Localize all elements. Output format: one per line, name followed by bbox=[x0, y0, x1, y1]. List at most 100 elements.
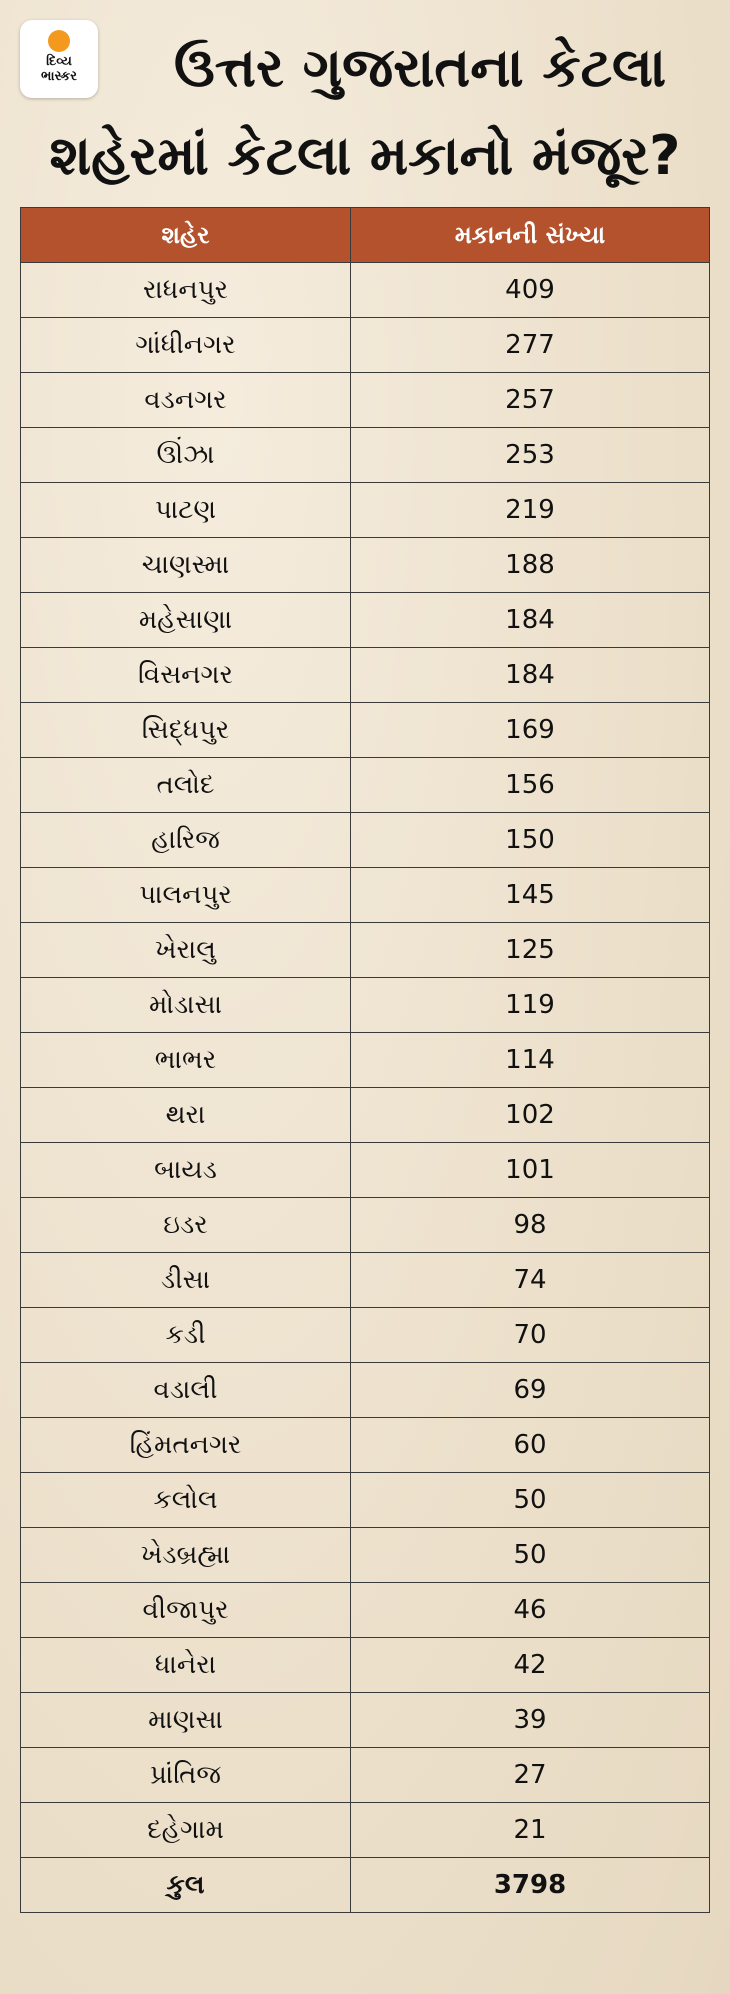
table-row: હિંમતનગર 60 bbox=[20, 1417, 710, 1473]
count-cell: 125 bbox=[350, 922, 710, 978]
table-row: મહેસાણા 184 bbox=[20, 592, 710, 648]
count-cell: 69 bbox=[350, 1362, 710, 1418]
count-cell: 114 bbox=[350, 1032, 710, 1088]
city-cell: કલોલ bbox=[20, 1472, 351, 1528]
city-cell: પ્રાંતિજ bbox=[20, 1747, 351, 1803]
count-cell: 50 bbox=[350, 1472, 710, 1528]
table-row: વડાલી 69 bbox=[20, 1362, 710, 1418]
table-row: વિસનગર 184 bbox=[20, 647, 710, 703]
city-cell: સિદ્ધપુર bbox=[20, 702, 351, 758]
count-cell: 169 bbox=[350, 702, 710, 758]
count-cell: 46 bbox=[350, 1582, 710, 1638]
city-cell: પાલનપુર bbox=[20, 867, 351, 923]
table-row: વડનગર 257 bbox=[20, 372, 710, 428]
table-row: પાટણ 219 bbox=[20, 482, 710, 538]
city-cell: માણસા bbox=[20, 1692, 351, 1748]
table-row: કલોલ 50 bbox=[20, 1472, 710, 1528]
count-cell: 21 bbox=[350, 1802, 710, 1858]
count-cell: 257 bbox=[350, 372, 710, 428]
table-row: મોડાસા 119 bbox=[20, 977, 710, 1033]
count-cell: 253 bbox=[350, 427, 710, 483]
header-count: મકાનની સંખ્યા bbox=[350, 207, 710, 263]
divya-bhaskar-logo: દિવ્ય ભાસ્કર bbox=[20, 20, 98, 98]
city-cell: દહેગામ bbox=[20, 1802, 351, 1858]
count-cell: 277 bbox=[350, 317, 710, 373]
table-row: કડી 70 bbox=[20, 1307, 710, 1363]
city-cell: મોડાસા bbox=[20, 977, 351, 1033]
logo-text-2: ભાસ્કર bbox=[41, 69, 77, 84]
count-cell: 150 bbox=[350, 812, 710, 868]
city-cell: વડનગર bbox=[20, 372, 351, 428]
table-row: ખેરાલુ 125 bbox=[20, 922, 710, 978]
table-row: ચાણસ્મા 188 bbox=[20, 537, 710, 593]
city-cell: ઇડર bbox=[20, 1197, 351, 1253]
housing-table: શહેર મકાનની સંખ્યા રાધનપુર 409 ગાંધીનગર 277… bbox=[20, 207, 710, 1913]
table-row: હારિજ 150 bbox=[20, 812, 710, 868]
table-row: પાલનપુર 145 bbox=[20, 867, 710, 923]
count-cell: 219 bbox=[350, 482, 710, 538]
city-cell: થરા bbox=[20, 1087, 351, 1143]
city-cell: તલોદ bbox=[20, 757, 351, 813]
city-cell: ભાભર bbox=[20, 1032, 351, 1088]
count-cell: 98 bbox=[350, 1197, 710, 1253]
count-cell: 70 bbox=[350, 1307, 710, 1363]
table-row: પ્રાંતિજ 27 bbox=[20, 1747, 710, 1803]
city-cell: ખેડબ્રહ્મા bbox=[20, 1527, 351, 1583]
city-cell: હિંમતનગર bbox=[20, 1417, 351, 1473]
count-cell: 184 bbox=[350, 592, 710, 648]
city-cell: પાટણ bbox=[20, 482, 351, 538]
count-cell: 102 bbox=[350, 1087, 710, 1143]
total-row: કુલ 3798 bbox=[20, 1857, 710, 1913]
count-cell: 50 bbox=[350, 1527, 710, 1583]
total-count: 3798 bbox=[350, 1857, 710, 1913]
total-label: કુલ bbox=[20, 1857, 351, 1913]
count-cell: 42 bbox=[350, 1637, 710, 1693]
city-cell: બાયડ bbox=[20, 1142, 351, 1198]
sun-icon bbox=[48, 30, 70, 52]
count-cell: 27 bbox=[350, 1747, 710, 1803]
title-line-1: ઉત્તર ગુજરાતના કેટલા bbox=[173, 36, 667, 99]
table-row: વીજાપુર 46 bbox=[20, 1582, 710, 1638]
city-cell: કડી bbox=[20, 1307, 351, 1363]
count-cell: 119 bbox=[350, 977, 710, 1033]
table-row: ગાંધીનગર 277 bbox=[20, 317, 710, 373]
city-cell: મહેસાણા bbox=[20, 592, 351, 648]
table-row: રાધનપુર 409 bbox=[20, 262, 710, 318]
count-cell: 156 bbox=[350, 757, 710, 813]
table-row: દહેગામ 21 bbox=[20, 1802, 710, 1858]
table-row: સિદ્ધપુર 169 bbox=[20, 702, 710, 758]
city-cell: ચાણસ્મા bbox=[20, 537, 351, 593]
city-cell: વડાલી bbox=[20, 1362, 351, 1418]
table-row: થરા 102 bbox=[20, 1087, 710, 1143]
count-cell: 60 bbox=[350, 1417, 710, 1473]
city-cell: ખેરાલુ bbox=[20, 922, 351, 978]
table-row: માણસા 39 bbox=[20, 1692, 710, 1748]
table-row: ભાભર 114 bbox=[20, 1032, 710, 1088]
table-row: ધાનેરા 42 bbox=[20, 1637, 710, 1693]
city-cell: હારિજ bbox=[20, 812, 351, 868]
table-row: ડીસા 74 bbox=[20, 1252, 710, 1308]
city-cell: ગાંધીનગર bbox=[20, 317, 351, 373]
table-row: ખેડબ્રહ્મા 50 bbox=[20, 1527, 710, 1583]
count-cell: 74 bbox=[350, 1252, 710, 1308]
count-cell: 188 bbox=[350, 537, 710, 593]
city-cell: વીજાપુર bbox=[20, 1582, 351, 1638]
city-cell: વિસનગર bbox=[20, 647, 351, 703]
city-cell: રાધનપુર bbox=[20, 262, 351, 318]
table-row: તલોદ 156 bbox=[20, 757, 710, 813]
logo-text-1: દિવ્ય bbox=[46, 54, 72, 69]
header-city: શહેર bbox=[20, 207, 351, 263]
count-cell: 145 bbox=[350, 867, 710, 923]
title-line-2: શહેરમાં કેટલા મકાનો મંજૂર? bbox=[49, 124, 681, 187]
count-cell: 409 bbox=[350, 262, 710, 318]
city-cell: ડીસા bbox=[20, 1252, 351, 1308]
table-row: ઊંઝા 253 bbox=[20, 427, 710, 483]
table-row: બાયડ 101 bbox=[20, 1142, 710, 1198]
count-cell: 184 bbox=[350, 647, 710, 703]
table-header-row: શહેર મકાનની સંખ્યા bbox=[20, 207, 710, 263]
table-row: ઇડર 98 bbox=[20, 1197, 710, 1253]
count-cell: 101 bbox=[350, 1142, 710, 1198]
city-cell: ધાનેરા bbox=[20, 1637, 351, 1693]
count-cell: 39 bbox=[350, 1692, 710, 1748]
city-cell: ઊંઝા bbox=[20, 427, 351, 483]
